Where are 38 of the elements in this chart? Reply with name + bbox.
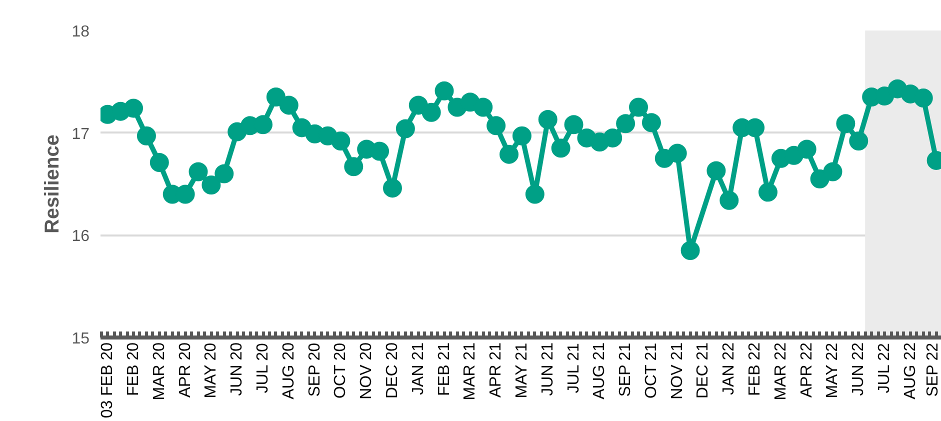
x-tick-label: MAY 21: [513, 342, 530, 398]
x-tick-label: MAY 20: [202, 342, 220, 398]
x-tick-label: DEC 20: [384, 342, 401, 399]
x-tick-label: DEC 21: [694, 342, 712, 399]
x-tick-label: JAN 21: [410, 342, 427, 395]
x-tick-label: MAR 20: [150, 342, 168, 400]
y-tick-label: 16: [72, 228, 90, 246]
y-tick-label: 15: [72, 330, 90, 348]
x-tick-label: OCT 20: [332, 342, 350, 399]
x-tick-label: NOV 21: [668, 342, 686, 400]
x-tick-label: JUN 21: [539, 342, 556, 396]
x-tick-label: AUG 20: [280, 342, 298, 400]
x-tick-label: MAR 22: [772, 342, 790, 400]
x-tick-label: 03 FEB 20: [99, 342, 116, 418]
x-tick-label: MAY 22: [824, 342, 842, 398]
x-tick-label: APR 22: [798, 342, 816, 398]
x-tick-label: FEB 21: [436, 342, 453, 396]
x-tick-label: FEB 20: [125, 342, 142, 396]
x-tick-label: JAN 22: [720, 342, 738, 395]
x-tick-label: SEP 20: [306, 342, 324, 397]
x-tick-label: MAR 21: [462, 342, 479, 400]
x-tick-label: JUN 22: [850, 342, 868, 396]
x-tick-label: JUL 21: [565, 342, 582, 394]
x-tick-label: JUL 20: [254, 342, 272, 394]
x-tick-label: APR 20: [176, 342, 194, 398]
x-tick-label: JUL 22: [876, 342, 894, 394]
x-tick-label: NOV 20: [358, 342, 376, 400]
x-tick-label: SEP 22: [924, 342, 941, 397]
y-axis-title: Resilience: [42, 134, 64, 234]
x-tick-label: FEB 22: [746, 342, 764, 396]
y-tick-label: 17: [72, 126, 90, 143]
x-tick-label: AUG 21: [591, 342, 608, 400]
x-tick-label: JUN 20: [228, 342, 246, 396]
y-tick-label: 18: [72, 24, 90, 40]
x-tick-label: SEP 21: [617, 342, 634, 397]
x-tick-label: OCT 21: [642, 342, 660, 399]
x-tick-label: AUG 22: [902, 342, 919, 400]
x-tick-label: APR 21: [488, 342, 505, 398]
